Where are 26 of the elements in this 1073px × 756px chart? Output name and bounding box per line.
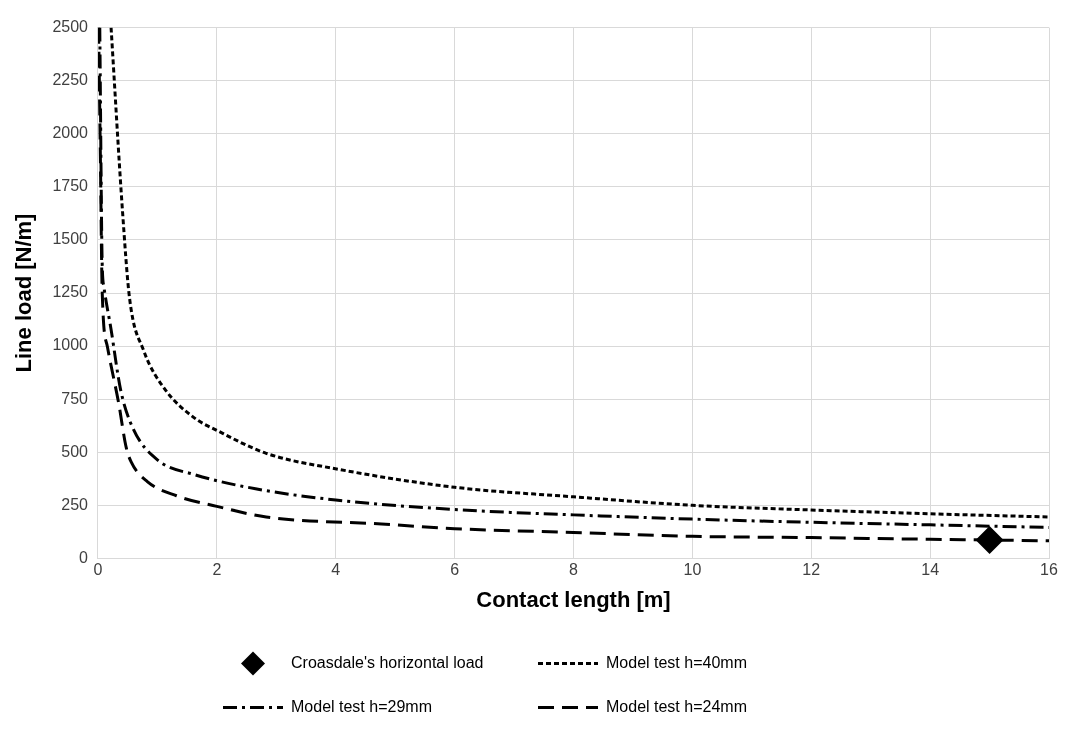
- y-tick-label: 1000: [52, 336, 89, 354]
- y-tick-label: 2000: [52, 124, 89, 142]
- y-tick-label: 1750: [52, 177, 89, 195]
- x-tick-label: 4: [331, 561, 341, 579]
- x-tick-label: 10: [683, 561, 702, 579]
- y-tick-label: 0: [79, 548, 89, 566]
- y-tick-label: 2250: [52, 71, 89, 89]
- y-tick-label: 2500: [52, 18, 89, 36]
- x-axis-title: Contact length [m]: [476, 586, 671, 612]
- legend-label: Model test h=24mm: [606, 697, 747, 715]
- y-tick-label: 500: [61, 442, 89, 460]
- x-tick-label: 0: [93, 561, 103, 579]
- y-axis-title: Line load [N/m]: [11, 213, 37, 373]
- y-tick-label: 1250: [52, 283, 89, 301]
- x-tick-label: 6: [450, 561, 460, 579]
- y-tick-label: 1500: [52, 230, 89, 248]
- x-tick-label: 8: [569, 561, 579, 579]
- x-tick-label: 16: [1040, 561, 1058, 579]
- y-tick-label: 250: [61, 495, 89, 513]
- legend-label: Model test h=29mm: [291, 697, 432, 715]
- y-tick-label: 750: [61, 389, 89, 407]
- legend-label: Model test h=40mm: [606, 653, 747, 671]
- legend-label: Croasdale's horizontal load: [291, 653, 484, 671]
- x-tick-label: 2: [212, 561, 222, 579]
- x-tick-label: 12: [802, 561, 821, 579]
- x-tick-label: 14: [921, 561, 940, 579]
